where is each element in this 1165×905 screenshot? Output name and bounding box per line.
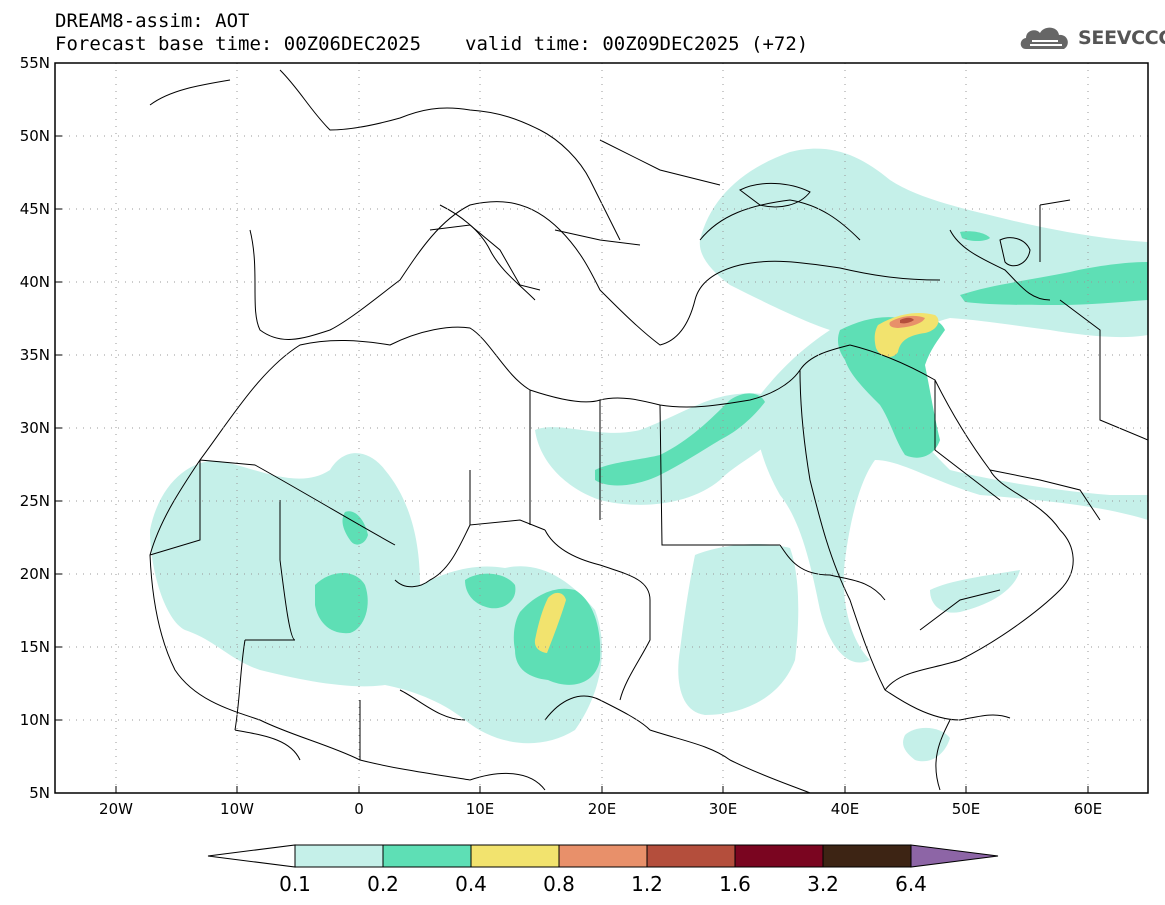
lat-label: 50N xyxy=(19,127,50,145)
lat-label: 45N xyxy=(19,200,50,218)
colorbar-under-triangle xyxy=(207,844,296,868)
aot-level-0-1 xyxy=(150,148,1148,762)
lat-label: 25N xyxy=(19,492,50,510)
forecast-times: Forecast base time: 00Z06DEC2025 valid ti… xyxy=(55,33,808,55)
colorbar-box-0 xyxy=(294,844,384,868)
colorbar-label: 6.4 xyxy=(895,872,927,896)
aot-level-1-2 xyxy=(900,317,914,324)
lon-label: 30E xyxy=(708,800,738,818)
colorbar-box-5 xyxy=(734,844,824,868)
lon-label: 50E xyxy=(951,800,981,818)
lon-label: 60E xyxy=(1073,800,1103,818)
aot-shading xyxy=(150,148,1148,762)
lat-label: 10N xyxy=(19,711,50,729)
lon-label: 20E xyxy=(587,800,617,818)
lat-label: 30N xyxy=(19,419,50,437)
colorbar-label: 0.2 xyxy=(367,872,399,896)
axis-ticks xyxy=(55,62,1089,794)
colorbar-label: 0.4 xyxy=(455,872,487,896)
cloud-logo-icon xyxy=(1020,27,1068,49)
colorbar-box-2 xyxy=(470,844,560,868)
lat-label: 35N xyxy=(19,346,50,364)
aot-level-0-2 xyxy=(315,231,1148,685)
colorbar-box-6 xyxy=(822,844,912,868)
seevccc-logo: SEEVCCC xyxy=(1018,20,1165,56)
lat-label: 40N xyxy=(19,273,50,291)
colorbar-box-4 xyxy=(646,844,736,868)
coastlines-borders xyxy=(149,69,1148,793)
lat-label: 55N xyxy=(19,54,50,72)
lat-label: 20N xyxy=(19,565,50,583)
colorbar-label: 1.2 xyxy=(631,872,663,896)
colorbar-label: 3.2 xyxy=(807,872,839,896)
colorbar-label: 0.8 xyxy=(543,872,575,896)
colorbar-label: 1.6 xyxy=(719,872,751,896)
lat-label: 5N xyxy=(29,784,50,802)
lon-label: 40E xyxy=(830,800,860,818)
map-title: DREAM8-assim: AOT xyxy=(55,10,250,32)
colorbar-over-triangle xyxy=(910,844,999,868)
lon-label: 0 xyxy=(354,800,364,818)
lat-label: 15N xyxy=(19,638,50,656)
colorbar-box-3 xyxy=(558,844,648,868)
lon-label: 10W xyxy=(220,800,254,818)
colorbar-label: 0.1 xyxy=(279,872,311,896)
graticule xyxy=(55,63,1148,793)
valid-time: valid time: 00Z09DEC2025 (+72) xyxy=(465,33,809,55)
lon-label: 20W xyxy=(99,800,133,818)
colorbar-box-1 xyxy=(382,844,472,868)
lon-label: 10E xyxy=(465,800,495,818)
logo-text: SEEVCCC xyxy=(1078,27,1165,49)
colorbar xyxy=(207,844,999,868)
base-time: Forecast base time: 00Z06DEC2025 xyxy=(55,33,422,55)
